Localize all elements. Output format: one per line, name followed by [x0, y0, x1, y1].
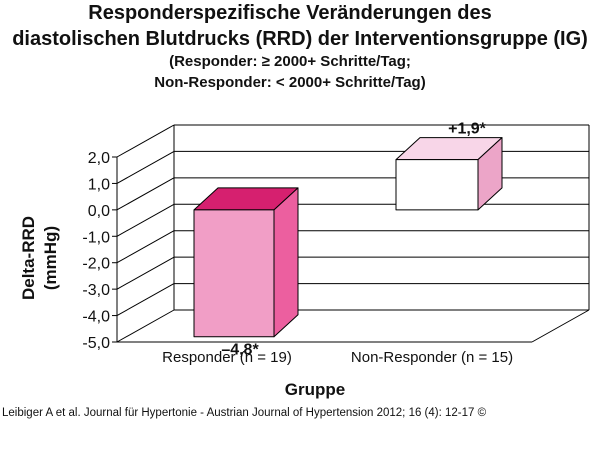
bar	[193, 209, 275, 338]
chart-subtitle-line-1: (Responder: ≥ 2000+ Schritte/Tag;	[169, 53, 411, 70]
y-tick-label: -5,0	[82, 335, 110, 352]
y-axis-label-line-1: Delta-RRD	[19, 216, 38, 300]
data-label: +1,9*	[448, 121, 487, 138]
bars: –4,8* +1,9*	[193, 121, 503, 359]
y-tick-label: -2,0	[82, 256, 110, 273]
gridline-wall	[116, 177, 175, 211]
grid	[112, 124, 590, 343]
x-axis-label: Gruppe	[285, 380, 345, 399]
floor-right-edge	[531, 309, 590, 343]
gridline-wall	[116, 150, 175, 184]
x-tick-labels: Responder (n = 19) Non-Responder (n = 15)	[162, 349, 513, 366]
gridline-wall	[116, 203, 175, 237]
y-tick-label: 0,0	[88, 203, 110, 220]
gridline-wall	[116, 230, 175, 264]
y-tick-label: -3,0	[82, 282, 110, 299]
y-axis-label-line-2: (mmHg)	[41, 226, 60, 290]
gridline-wall	[116, 124, 175, 158]
x-tick-label: Responder (n = 19)	[162, 349, 292, 366]
chart-title-line-2: diastolischen Blutdrucks (RRD) der Inter…	[12, 28, 588, 50]
bar	[395, 159, 479, 211]
y-tick-label: 1,0	[88, 176, 110, 193]
y-tick-label: 2,0	[88, 150, 110, 167]
x-tick-label: Non-Responder (n = 15)	[351, 349, 513, 366]
data-label: –4,8*	[221, 342, 259, 359]
bar-side-face	[273, 187, 299, 338]
gridline-wall	[116, 283, 175, 317]
y-tick-label: -1,0	[82, 229, 110, 246]
gridline-wall	[116, 309, 175, 343]
source-citation: Leibiger A et al. Journal für Hypertonie…	[2, 407, 487, 419]
gridline-wall	[116, 256, 175, 290]
y-tick-label: -4,0	[82, 309, 110, 326]
chart-title-line-1: Responderspezifische Veränderungen des	[88, 2, 491, 24]
chart-subtitle-line-2: Non-Responder: < 2000+ Schritte/Tag)	[154, 74, 425, 91]
y-tick-labels: 2,0 1,0 0,0 -1,0 -2,0 -3,0 -4,0 -5,0	[82, 150, 110, 352]
